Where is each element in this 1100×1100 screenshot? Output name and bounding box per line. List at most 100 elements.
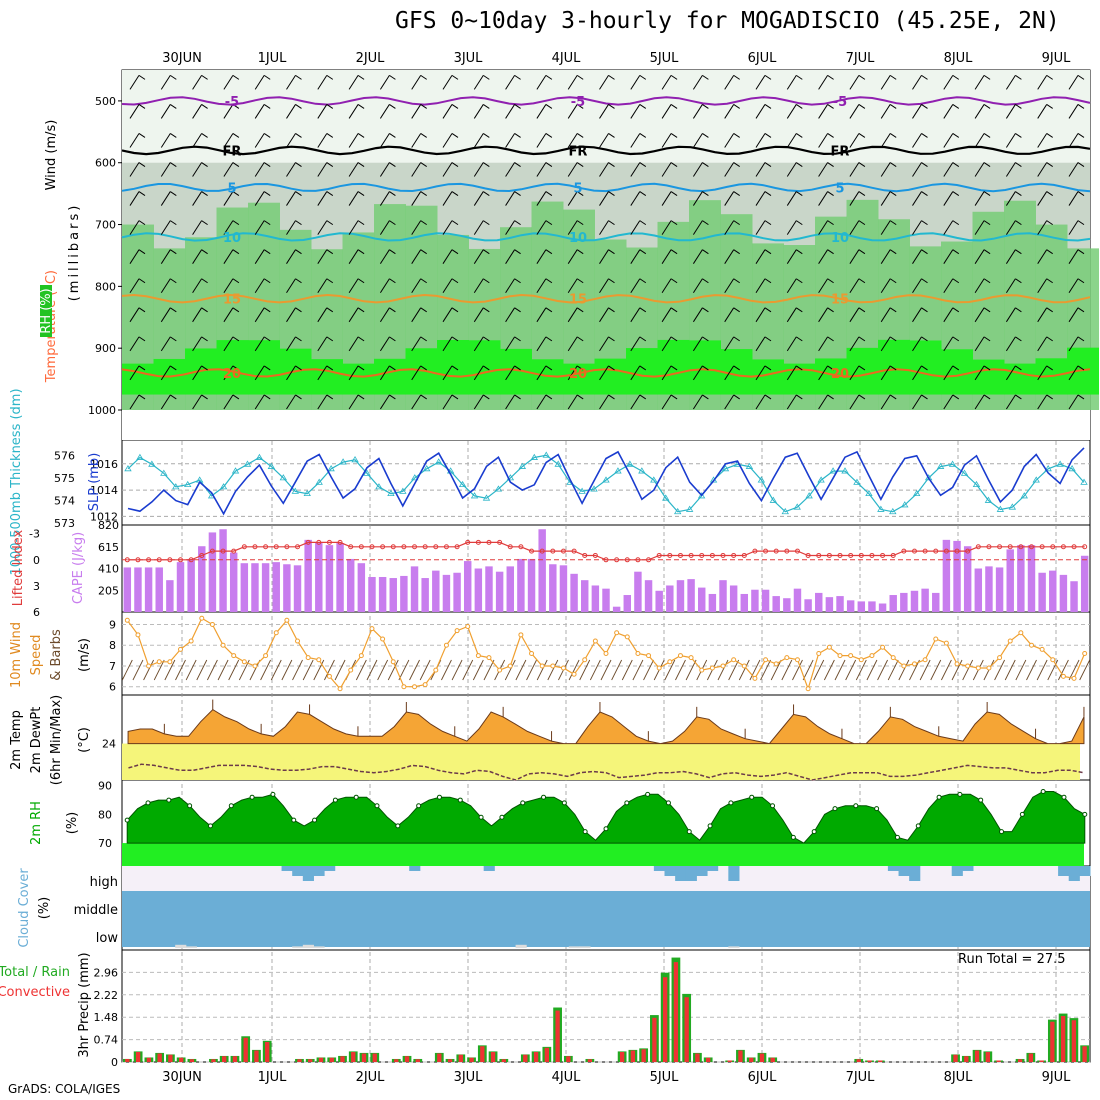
wind-barb-flag — [389, 336, 396, 342]
precip-conv-bar — [867, 1060, 872, 1062]
wind-barb-flag — [889, 365, 897, 371]
wind-barb-flag — [796, 220, 803, 226]
wind10-barb — [281, 659, 293, 681]
wind-barb — [849, 394, 860, 410]
cape-bar — [836, 596, 844, 612]
wind10-point — [188, 638, 194, 644]
wind10-barb — [802, 659, 814, 681]
wind-barb-flag — [451, 365, 459, 371]
thickness-point — [303, 489, 311, 497]
wind-barb-flag — [921, 336, 928, 342]
rh2m-point — [874, 806, 880, 812]
date-label-top: 6JUL — [748, 51, 778, 66]
wind10-barb — [866, 659, 878, 681]
wind-barb-flag — [545, 365, 553, 371]
wind-barb-flag — [639, 249, 647, 255]
wind-barb-flag — [827, 336, 834, 342]
wind10-barb — [717, 659, 729, 681]
wind-barb-flag — [357, 278, 365, 284]
li-point — [741, 552, 747, 558]
wind-barb-flag — [639, 104, 647, 109]
wind-barb — [192, 278, 203, 294]
li-point — [443, 544, 449, 550]
wind-barb — [192, 75, 203, 90]
wind-barb — [411, 365, 422, 381]
wind-barb — [254, 278, 265, 294]
precip-conv-bar — [490, 1052, 496, 1062]
rh2m-point — [603, 826, 609, 832]
wind-barb — [974, 191, 985, 206]
wind-barb-flag — [639, 394, 647, 400]
wind-barb-flag — [764, 191, 772, 196]
wind-barb-flag — [170, 394, 177, 400]
wind-barb — [692, 220, 703, 235]
wind-barb-flag — [983, 278, 991, 284]
wind-barb — [192, 133, 203, 148]
cape-bar — [251, 563, 259, 612]
wind10-tick-label: 8 — [109, 639, 116, 652]
rh2m-point — [145, 800, 151, 806]
wind10-point — [922, 657, 928, 663]
wind-barb — [473, 220, 484, 235]
wind-barb — [567, 162, 578, 177]
cape-bar — [346, 558, 355, 612]
wind-barb-flag — [858, 394, 866, 400]
wind10-point — [986, 665, 992, 671]
wind-barb — [286, 133, 296, 148]
li-point — [709, 552, 715, 558]
wind-barb-flag — [326, 162, 334, 167]
wind-barb-flag — [1015, 336, 1022, 342]
thickness-point — [626, 460, 634, 467]
wind-barb-flag — [357, 74, 365, 80]
cape-bar — [857, 601, 866, 612]
wind10-point — [826, 644, 832, 650]
wind-barb-flag — [170, 104, 177, 109]
dewpt-line — [128, 763, 1084, 781]
wind-barb — [692, 365, 703, 381]
li-line — [127, 541, 1085, 561]
wind-barb-flag — [764, 104, 772, 109]
wind10-barb — [887, 659, 899, 681]
wind-barb — [1005, 278, 1016, 294]
wind-barb — [1068, 162, 1079, 177]
precip-conv-bar — [878, 1060, 883, 1062]
thickness-point — [1080, 478, 1088, 485]
thickness-point — [638, 467, 646, 474]
wind-barb — [254, 365, 265, 381]
wind-barb-flag — [201, 162, 208, 167]
wind-barb — [129, 307, 140, 323]
t2m-tick-label: 24 — [102, 738, 116, 751]
wind-barb-flag — [827, 74, 834, 80]
wind-barb — [943, 75, 954, 90]
date-label-top: 2JUL — [356, 51, 386, 66]
wind-barb — [473, 249, 484, 264]
precip-conv-bar — [523, 1054, 528, 1062]
thickness-point — [1056, 460, 1064, 467]
precip-conv-bar — [1028, 1053, 1033, 1062]
wind-barb — [192, 162, 203, 177]
wind-barb-flag — [670, 191, 678, 196]
wind-barb-flag — [639, 336, 647, 342]
contour-label: 15 — [223, 293, 241, 308]
wind-barb — [160, 249, 171, 264]
cape-bar — [995, 567, 1004, 612]
wind-barb — [317, 336, 328, 352]
wind-barb — [223, 278, 234, 294]
wind-barb-flag — [983, 104, 991, 109]
cape-tick-label: 410 — [98, 563, 119, 576]
wind-barb — [536, 394, 547, 410]
wind-barb — [348, 249, 359, 264]
wind-barb — [1005, 365, 1016, 381]
cloud-high-bar — [887, 866, 900, 871]
y-tick-label: 800 — [95, 280, 116, 293]
thickness-point — [243, 460, 252, 467]
wind10-point — [507, 663, 513, 669]
wind-barb — [379, 394, 390, 410]
wind-barb-flag — [858, 278, 866, 284]
wind-barb — [1005, 133, 1016, 148]
wind-barb — [286, 162, 296, 177]
wind-barb-flag — [420, 249, 427, 255]
wind-barb — [818, 75, 829, 90]
wind-barb — [411, 162, 422, 177]
wind-barb-flag — [326, 220, 334, 226]
